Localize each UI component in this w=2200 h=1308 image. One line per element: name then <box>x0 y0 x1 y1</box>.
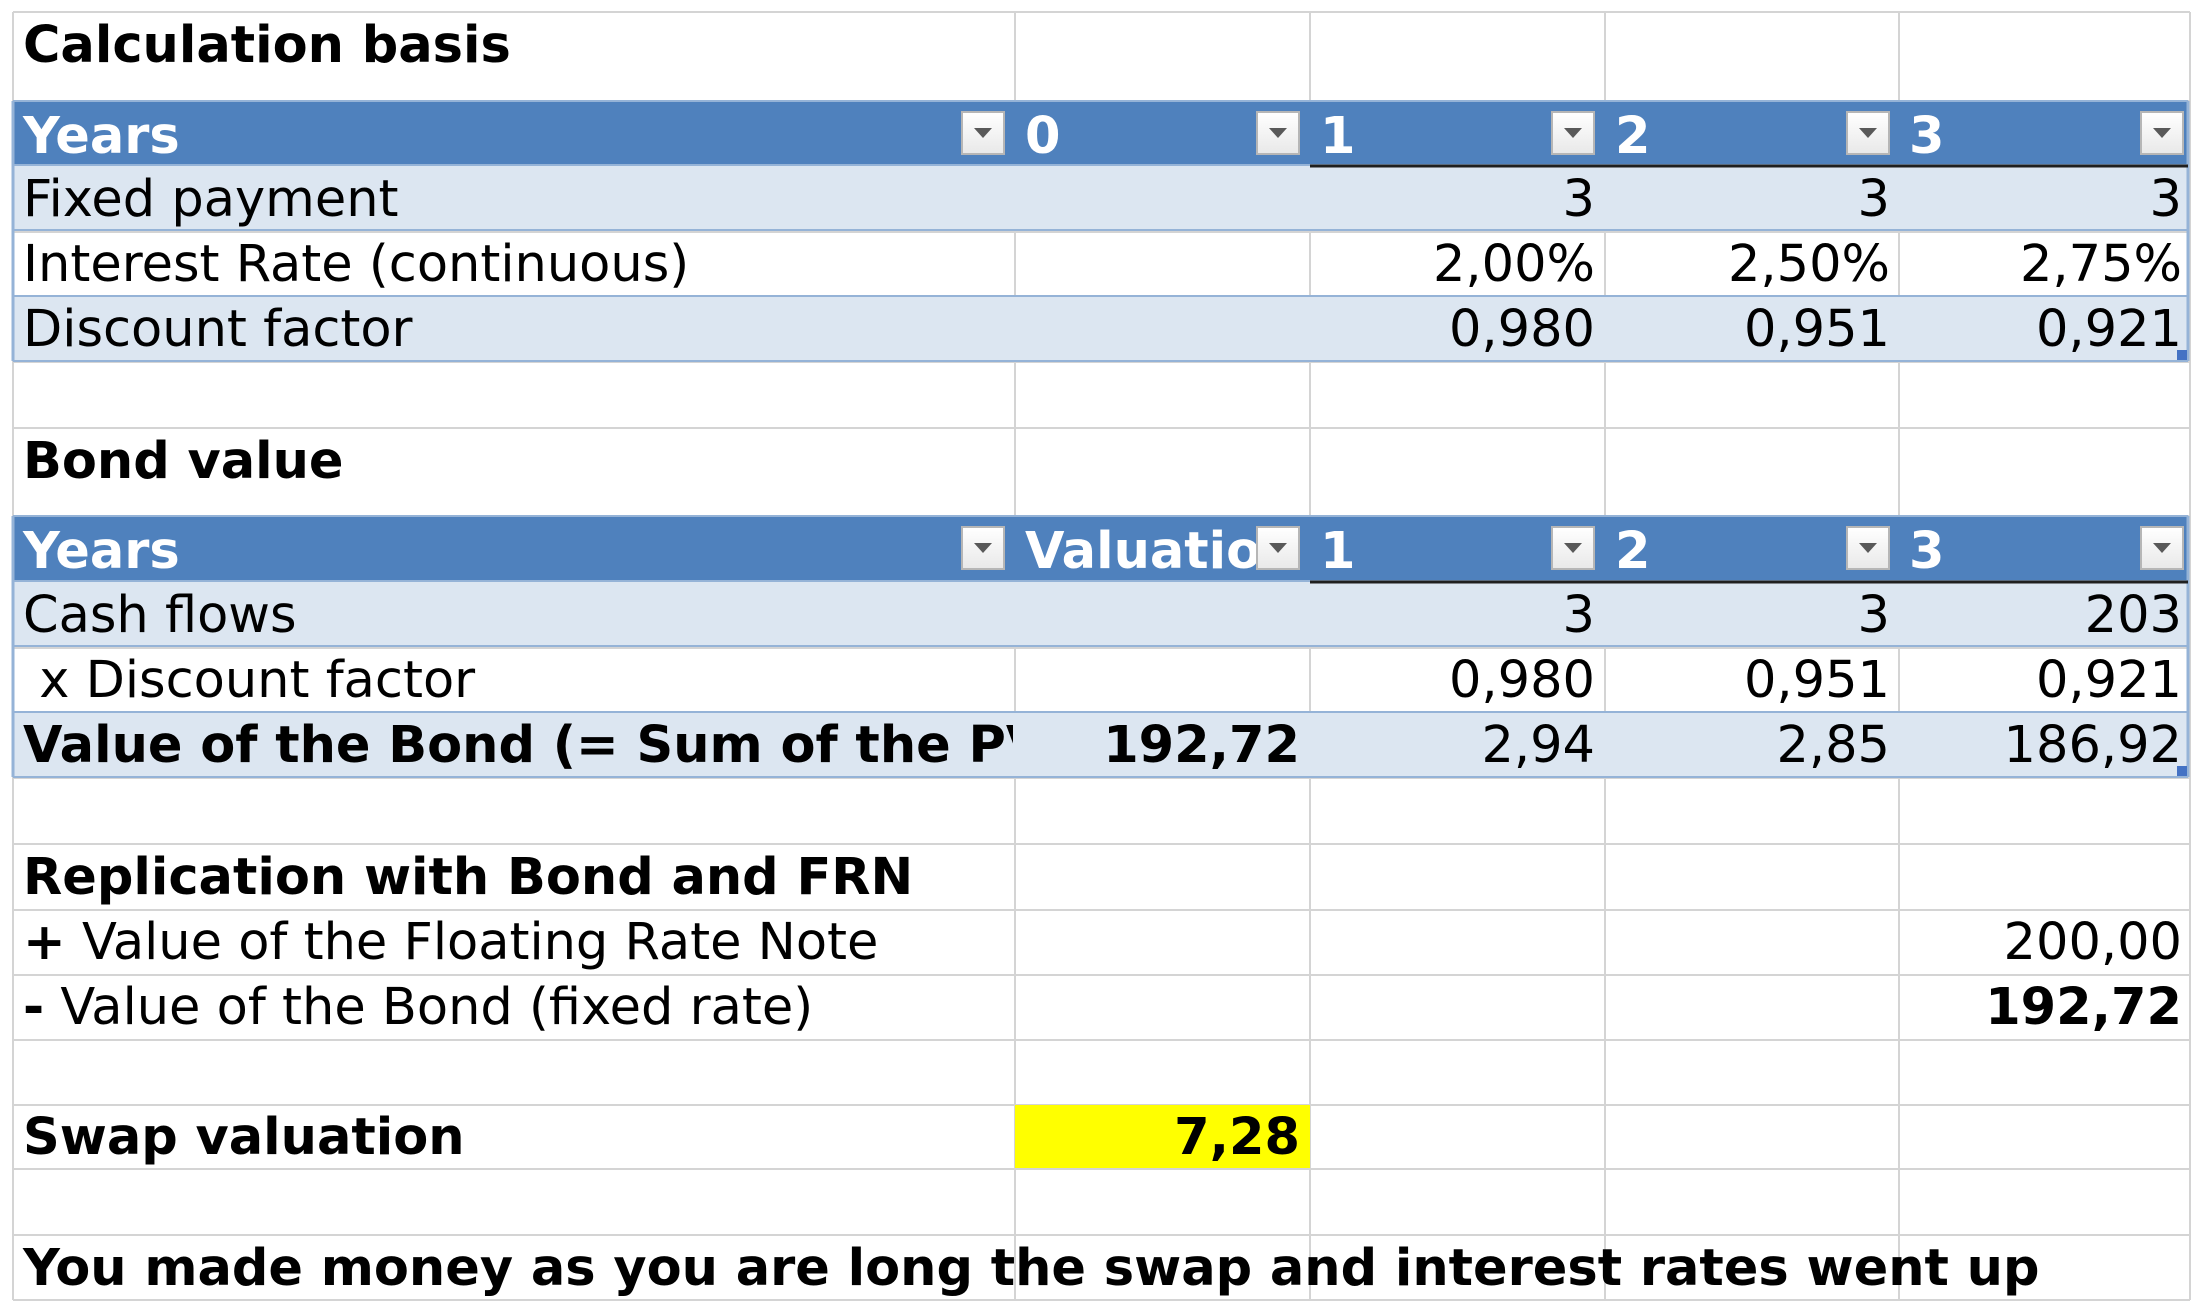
table1-header-band <box>13 101 2188 165</box>
cell[interactable]: 3 <box>1562 586 1595 645</box>
filter-dropdown-icon[interactable] <box>1256 111 1300 155</box>
table1-header-2: 2 <box>1615 106 1651 166</box>
row-label-fixed-payment: Fixed payment <box>23 170 399 229</box>
swap-valuation-label: Swap valuation <box>23 1107 465 1167</box>
cell[interactable]: 2,75% <box>2019 235 2182 294</box>
row-label-cash-flows: Cash flows <box>23 586 297 645</box>
cell[interactable]: 186,92 <box>2003 716 2182 775</box>
cell[interactable]: 0,951 <box>1743 300 1890 359</box>
cell[interactable]: 3 <box>1562 170 1595 229</box>
row-label-value-of-bond: Value of the Bond (= Sum of the PVs) <box>23 716 1013 775</box>
table2-header-3: 3 <box>1909 521 1945 581</box>
cell[interactable]: 0,921 <box>2035 300 2182 359</box>
filter-dropdown-icon[interactable] <box>1551 111 1595 155</box>
filter-dropdown-icon[interactable] <box>961 526 1005 570</box>
cell[interactable] <box>1015 648 1310 713</box>
plus-sign: + <box>23 913 66 972</box>
table2-header-2: 2 <box>1615 521 1651 581</box>
cell[interactable]: 0,980 <box>1448 300 1595 359</box>
row-label-discount-factor: Discount factor <box>23 300 413 359</box>
table2-header-valuation: Valuation <box>1025 521 1259 581</box>
bond-total-value[interactable]: 192,72 <box>1103 716 1300 775</box>
cell[interactable]: 0,980 <box>1448 651 1595 710</box>
bond-fixed-label: Value of the Bond (fixed rate) <box>44 978 814 1037</box>
table2-band-row1 <box>13 581 2188 646</box>
swap-value-highlight <box>1015 1105 1310 1168</box>
filter-dropdown-icon[interactable] <box>2140 526 2184 570</box>
cell[interactable] <box>1015 583 1310 648</box>
minus-sign: - <box>23 978 45 1037</box>
cell[interactable]: 3 <box>1857 586 1890 645</box>
cell[interactable]: 3 <box>2149 170 2182 229</box>
cell[interactable] <box>1015 232 1310 297</box>
filter-dropdown-icon[interactable] <box>1846 526 1890 570</box>
row-label-frn: + Value of the Floating Rate Note <box>13 910 1013 975</box>
cell[interactable]: 2,00% <box>1432 235 1595 294</box>
conclusion-text: You made money as you are long the swap … <box>23 1238 2040 1298</box>
filter-dropdown-icon[interactable] <box>1256 526 1300 570</box>
table2-header-band <box>13 516 2188 581</box>
bond-fixed-value[interactable]: 192,72 <box>1985 978 2182 1037</box>
table1-band-row1 <box>13 165 2188 230</box>
cell[interactable]: 0,951 <box>1743 651 1890 710</box>
table1-header-3: 3 <box>1909 106 1945 166</box>
cell[interactable]: 3 <box>1857 170 1890 229</box>
filter-dropdown-icon[interactable] <box>1846 111 1890 155</box>
swap-valuation-value[interactable]: 7,28 <box>1174 1107 1300 1167</box>
table2-header-years: Years <box>23 521 180 581</box>
cell[interactable] <box>1015 167 1310 232</box>
cell[interactable]: 2,94 <box>1481 716 1595 775</box>
row-label-x-discount-factor: x Discount factor <box>23 651 476 710</box>
filter-dropdown-icon[interactable] <box>961 111 1005 155</box>
table-resize-handle-icon[interactable] <box>2177 766 2187 776</box>
table1-header-1: 1 <box>1320 106 1356 166</box>
calc-basis-title: Calculation basis <box>23 15 511 75</box>
row-label-bond-fixed: - Value of the Bond (fixed rate) <box>13 975 1013 1040</box>
filter-dropdown-icon[interactable] <box>1551 526 1595 570</box>
bond-value-title: Bond value <box>23 431 344 491</box>
cell[interactable]: 2,50% <box>1727 235 1890 294</box>
replication-title: Replication with Bond and FRN <box>23 847 914 907</box>
table1-header-years: Years <box>23 106 180 166</box>
frn-label: Value of the Floating Rate Note <box>65 913 879 972</box>
row-label-interest-rate: Interest Rate (continuous) <box>23 235 690 294</box>
table-resize-handle-icon[interactable] <box>2177 350 2187 360</box>
table2-header-1: 1 <box>1320 521 1356 581</box>
cell[interactable]: 203 <box>2084 586 2182 645</box>
filter-dropdown-icon[interactable] <box>2140 111 2184 155</box>
table2-band-row3 <box>13 712 2188 777</box>
frn-value[interactable]: 200,00 <box>2003 913 2182 972</box>
cell[interactable] <box>1015 297 1310 362</box>
table1-band-row3 <box>13 296 2188 361</box>
table1-header-0: 0 <box>1025 106 1061 166</box>
cell[interactable]: 2,85 <box>1776 716 1890 775</box>
cell[interactable]: 0,921 <box>2035 651 2182 710</box>
